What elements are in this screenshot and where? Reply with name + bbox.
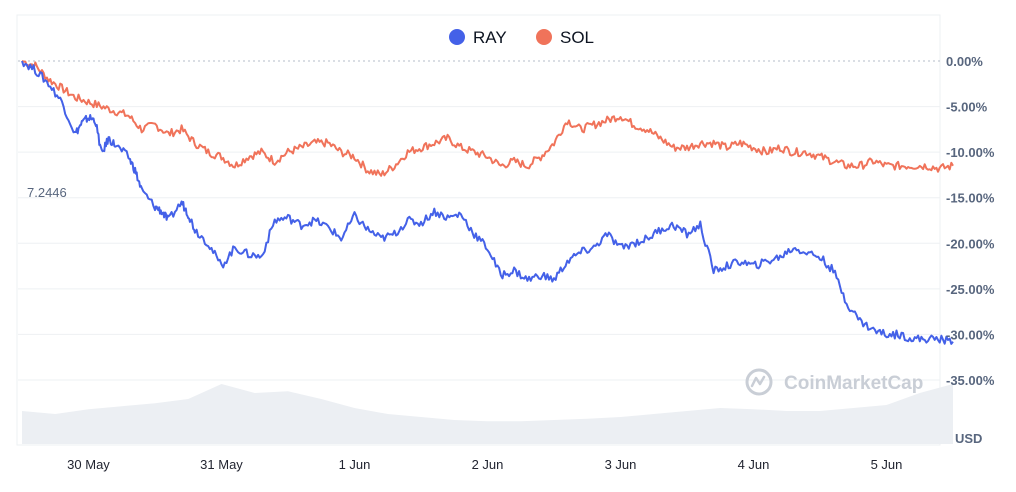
- plot-frame: [16, 14, 941, 446]
- series-layer: [21, 60, 954, 345]
- y-tick-label: -35.00%: [946, 373, 995, 388]
- x-tick-label: 2 Jun: [472, 457, 504, 472]
- y-unit-label: USD: [955, 431, 982, 446]
- reference-price-label: 7.2446: [27, 185, 67, 200]
- x-tick-label: 30 May: [67, 457, 110, 472]
- y-tick-label: -20.00%: [946, 236, 995, 251]
- y-tick-label: -15.00%: [946, 191, 995, 206]
- y-axis: 0.00% -5.00% -10.00% -15.00% -20.00% -25.00% -…: [946, 54, 995, 388]
- y-tick-label: -10.00%: [946, 145, 995, 160]
- series-line-sol[interactable]: [21, 60, 954, 177]
- x-axis: 30 May 31 May 1 Jun 2 Jun 3 Jun 4 Jun 5 Jun: [67, 457, 902, 472]
- coinmarketcap-logo-icon: [745, 368, 773, 396]
- legend-marker-sol: [536, 29, 552, 45]
- legend: RAY SOL: [449, 28, 594, 47]
- legend-label-sol: SOL: [560, 28, 594, 47]
- legend-item-ray[interactable]: RAY: [449, 28, 507, 47]
- volume-area: [22, 384, 953, 444]
- coinmarketcap-logo-wave: [750, 375, 766, 388]
- series-line-ray[interactable]: [21, 60, 954, 345]
- watermark: CoinMarketCap: [745, 368, 923, 396]
- legend-item-sol[interactable]: SOL: [536, 28, 594, 47]
- x-tick-label: 31 May: [200, 457, 243, 472]
- x-tick-label: 5 Jun: [871, 457, 903, 472]
- y-tick-label: -5.00%: [946, 100, 988, 115]
- x-tick-label: 3 Jun: [605, 457, 637, 472]
- legend-marker-ray: [449, 29, 465, 45]
- legend-label-ray: RAY: [473, 28, 507, 47]
- y-tick-label: -25.00%: [946, 282, 995, 297]
- y-tick-label: -30.00%: [946, 327, 995, 342]
- watermark-text: CoinMarketCap: [784, 373, 923, 394]
- y-tick-label: 0.00%: [946, 54, 983, 69]
- x-tick-label: 4 Jun: [738, 457, 770, 472]
- grid-layer: [18, 60, 940, 381]
- volume-area-fill: [22, 384, 953, 444]
- x-tick-label: 1 Jun: [339, 457, 371, 472]
